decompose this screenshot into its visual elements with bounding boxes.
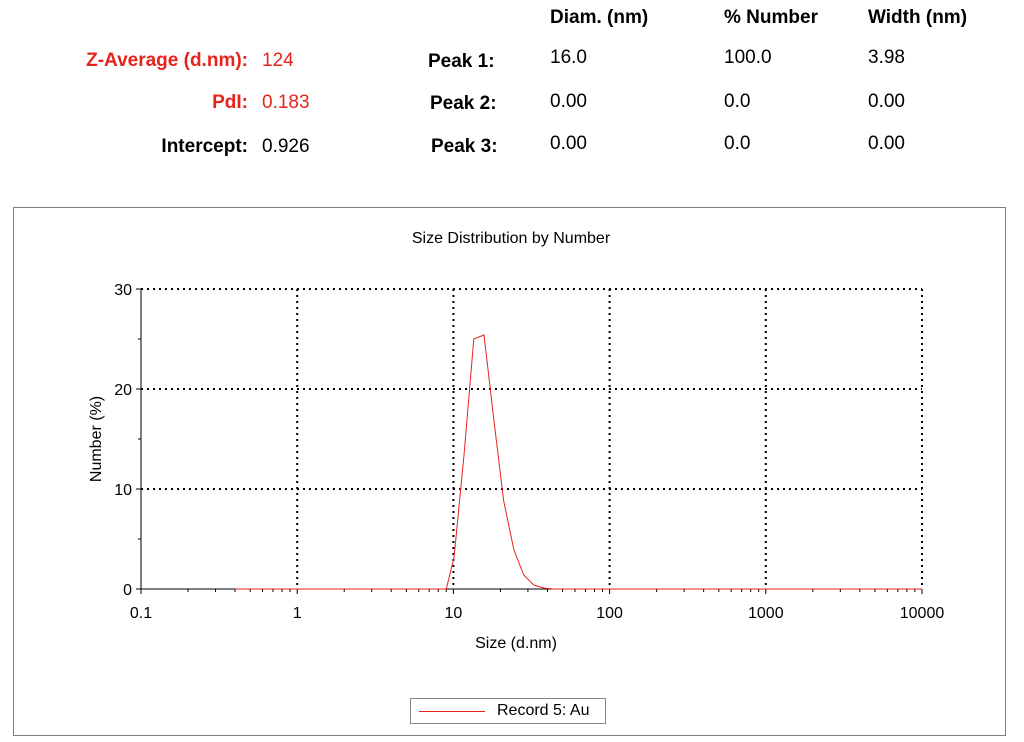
header-width: Width (nm) xyxy=(868,7,968,28)
peak2-diam: 0.00 xyxy=(550,91,587,112)
peak3-label: Peak 3: xyxy=(431,136,498,157)
legend-swatch xyxy=(419,711,485,712)
peak2-label: Peak 2: xyxy=(430,93,497,114)
x-tick-label: 10 xyxy=(445,605,463,622)
chart-title: Size Distribution by Number xyxy=(412,230,611,247)
y-axis-label: Number (%) xyxy=(88,396,105,482)
header-diam: Diam. (nm) xyxy=(550,7,649,28)
peak3-number: 0.0 xyxy=(724,133,751,154)
pdi-label: PdI: xyxy=(212,92,248,113)
intercept-value: 0.926 xyxy=(262,136,310,157)
peak3-diam: 0.00 xyxy=(550,133,587,154)
x-tick-label: 0.1 xyxy=(130,605,152,622)
x-axis-label: Size (d.nm) xyxy=(475,635,557,652)
pdi-value: 0.183 xyxy=(262,92,310,113)
tick-labels: 0.1 1 10 100 1000 10000 0 10 20 30 xyxy=(114,282,944,622)
series-line xyxy=(235,334,922,590)
axes xyxy=(136,288,923,594)
chart-legend: Record 5: Au xyxy=(410,698,606,724)
x-tick-label: 100 xyxy=(596,605,623,622)
z-average-value: 124 xyxy=(262,50,294,71)
legend-entry: Record 5: Au xyxy=(497,702,590,719)
chart-panel: Size Distribution by Number Size (d.nm) … xyxy=(13,207,1006,736)
header-number: % Number xyxy=(724,7,818,28)
y-tick-label: 0 xyxy=(123,582,132,599)
z-average-label: Z-Average (d.nm): xyxy=(86,50,248,71)
grid-lines xyxy=(141,288,923,589)
peak1-width: 3.98 xyxy=(868,47,905,68)
size-distribution-chart: Size Distribution by Number Size (d.nm) … xyxy=(88,230,944,652)
x-tick-label: 10000 xyxy=(900,605,945,622)
peak2-width: 0.00 xyxy=(868,91,905,112)
peak1-diam: 16.0 xyxy=(550,47,587,68)
peak1-number: 100.0 xyxy=(724,47,772,68)
peak2-number: 0.0 xyxy=(724,91,751,112)
y-tick-label: 30 xyxy=(114,282,132,299)
y-tick-label: 10 xyxy=(114,482,132,499)
x-tick-label: 1 xyxy=(293,605,302,622)
peak1-label: Peak 1: xyxy=(428,51,495,72)
intercept-label: Intercept: xyxy=(161,136,248,157)
series-layer xyxy=(234,334,923,590)
peak3-width: 0.00 xyxy=(868,133,905,154)
y-tick-label: 20 xyxy=(114,382,132,399)
x-tick-label: 1000 xyxy=(748,605,784,622)
